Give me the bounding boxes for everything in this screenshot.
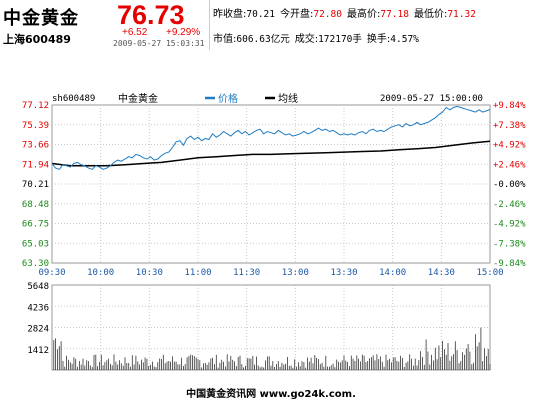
x-axis-time-ticks: 09:30 10:00 10:30 11:00 11:30 13:00 13:30 14:00… — [38, 268, 503, 278]
time-tick-6: 13:30 — [330, 268, 357, 278]
stat-label: 最低价: — [413, 9, 448, 20]
intraday-chart: sh600489 中金黄金 价格 均线 2009-05-27 15:00:00 7… — [22, 92, 526, 371]
volume-tick-3: 1412 — [27, 346, 49, 356]
stat-value: 71.32 — [447, 9, 476, 20]
quote-timestamp: 2009-05-27 15:03:31 — [113, 39, 205, 48]
stat-label: 成交: — [294, 34, 319, 45]
stat-volume-0: 市值:606.63亿元 — [213, 34, 290, 45]
quote-summary: 中金黄金 上海600489 76.73 +6.52 +9.29% 2009-05… — [0, 0, 210, 50]
price-tick-4: 70.21 — [22, 180, 49, 190]
average-line — [51, 140, 491, 167]
chart-code-label: sh600489 — [52, 94, 95, 104]
chart-name-label: 中金黄金 — [118, 92, 158, 105]
price-tick-5: 68.48 — [22, 200, 49, 210]
stat-volume-1: 成交:172170手 — [295, 34, 362, 45]
price-change: +6.52 — [122, 27, 148, 38]
percent-tick-2: +4.92% — [493, 141, 526, 151]
time-tick-8: 14:30 — [428, 268, 455, 278]
y-axis-percent-ticks: +9.84% +7.38% +4.92% +2.46% -0.00% -2.46% -4.9… — [493, 101, 526, 269]
percent-tick-8: -9.84% — [493, 259, 526, 269]
current-price: 76.73 — [117, 0, 185, 30]
volume-panel — [51, 284, 491, 371]
percent-tick-7: -7.38% — [493, 239, 526, 249]
stat-price-3: 最低价:71.32 — [414, 9, 476, 20]
stats-row-volume: 市值:606.63亿元 成交:172170手 换手:4.57% — [213, 30, 419, 45]
chart-legend: 价格 均线 — [205, 92, 298, 105]
stat-value: 4.57% — [390, 34, 419, 45]
stat-value: 77.18 — [380, 9, 409, 20]
volume-tick-2: 2824 — [27, 325, 49, 335]
volume-tick-1: 4236 — [27, 303, 49, 313]
price-tick-2: 73.66 — [22, 141, 49, 151]
legend-label-0: 价格 — [218, 92, 238, 105]
price-grid — [51, 104, 491, 370]
legend-label-1: 均线 — [278, 92, 298, 105]
stat-value: 70.21 — [246, 9, 275, 20]
stat-price-1: 今开盘:72.80 — [280, 9, 342, 20]
price-tick-7: 65.03 — [22, 239, 49, 249]
stat-volume-2: 换手:4.57% — [367, 34, 419, 45]
percent-tick-6: -4.92% — [493, 220, 526, 230]
stock-code: 上海600489 — [3, 33, 71, 46]
price-tick-1: 75.39 — [22, 121, 49, 131]
time-tick-9: 15:00 — [476, 268, 503, 278]
price-tick-0: 77.12 — [22, 101, 49, 111]
price-lines — [51, 105, 491, 170]
stock-name: 中金黄金 — [3, 8, 79, 29]
chart-datetime-label: 2009-05-27 15:00:00 — [380, 94, 483, 104]
stat-value: 606.63亿元 — [236, 34, 290, 45]
stat-label: 最高价: — [346, 9, 381, 20]
percent-tick-5: -2.46% — [493, 200, 526, 210]
price-change-percent: +9.29% — [166, 27, 201, 38]
stat-price-0: 昨收盘:70.21 — [213, 9, 275, 20]
price-tick-6: 66.75 — [22, 220, 49, 230]
quote-header: 中金黄金 上海600489 76.73 +6.52 +9.29% 2009-05… — [0, 0, 542, 50]
stat-price-2: 最高价:77.18 — [347, 9, 409, 20]
time-tick-7: 14:00 — [379, 268, 406, 278]
time-tick-5: 13:00 — [282, 268, 309, 278]
percent-tick-3: +2.46% — [493, 160, 526, 170]
percent-tick-1: +7.38% — [493, 121, 526, 131]
time-tick-3: 11:00 — [184, 268, 211, 278]
price-tick-3: 71.94 — [22, 160, 49, 170]
stats-row-prices: 昨收盘:70.21 今开盘:72.80 最高价:77.18 最低价:71.32 — [213, 5, 476, 20]
site-footer: 中国黄金资讯网 www.go24k.com. — [186, 389, 356, 400]
stat-value: 72.80 — [313, 9, 342, 20]
stat-label: 昨收盘: — [213, 9, 247, 20]
percent-tick-4: -0.00% — [493, 180, 526, 190]
time-tick-2: 10:30 — [136, 268, 163, 278]
price-line — [51, 105, 491, 170]
stat-label: 市值: — [213, 34, 237, 45]
time-tick-1: 10:00 — [87, 268, 114, 278]
percent-tick-0: +9.84% — [493, 101, 526, 111]
y-axis-price-ticks: 77.12 75.39 73.66 71.94 70.21 68.48 66.75 65.03… — [22, 101, 49, 269]
stat-label: 换手: — [366, 34, 391, 45]
stat-value: 172170手 — [318, 34, 362, 45]
time-tick-4: 11:30 — [233, 268, 260, 278]
stat-label: 今开盘: — [279, 9, 314, 20]
price-tick-8: 63.30 — [22, 259, 49, 269]
volume-axis-ticks: 5648 4236 2824 1412 — [27, 282, 49, 356]
time-tick-0: 09:30 — [38, 268, 65, 278]
volume-tick-0: 5648 — [27, 282, 49, 292]
